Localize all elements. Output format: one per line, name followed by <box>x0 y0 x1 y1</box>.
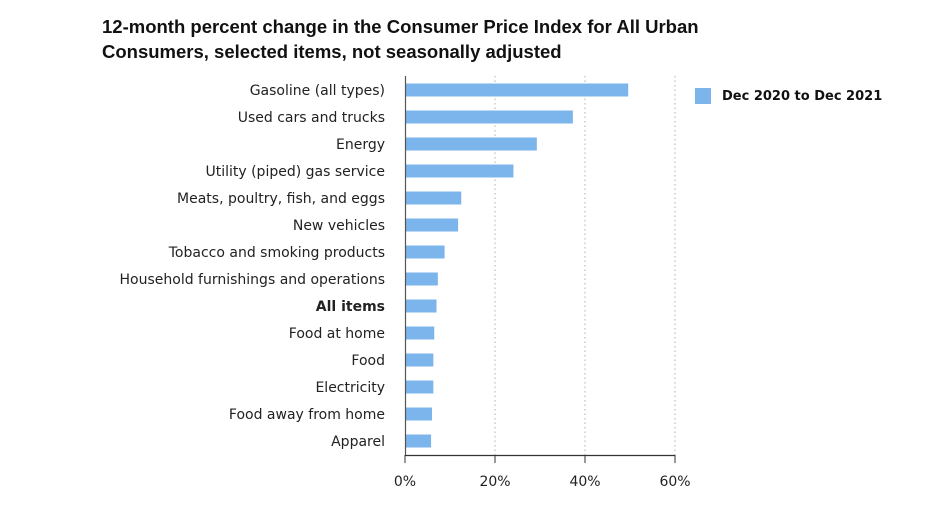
bar <box>406 272 438 286</box>
category-label: Meats, poultry, fish, and eggs <box>177 191 385 207</box>
bar <box>406 218 459 232</box>
category-label: Electricity <box>315 380 385 396</box>
x-tick-label: 60% <box>659 474 690 490</box>
x-tick-label: 40% <box>569 474 600 490</box>
category-label: Food away from home <box>229 407 385 423</box>
chart-title-line-1: 12-month percent change in the Consumer … <box>102 16 699 37</box>
category-label: Apparel <box>331 434 385 450</box>
bar <box>406 83 629 97</box>
category-label: Utility (piped) gas service <box>205 164 385 180</box>
legend-swatch <box>695 88 711 104</box>
bar <box>406 326 435 340</box>
category-label: Household furnishings and operations <box>120 272 385 288</box>
category-label: Gasoline (all types) <box>250 83 385 99</box>
bar <box>406 164 514 178</box>
category-label: Tobacco and smoking products <box>168 245 385 261</box>
category-label: New vehicles <box>293 218 385 234</box>
x-tick-label: 20% <box>479 474 510 490</box>
legend: Dec 2020 to Dec 2021 <box>695 88 882 104</box>
bar <box>406 353 434 367</box>
chart-title-line-2: Consumers, selected items, not seasonall… <box>102 41 562 62</box>
x-tick-label: 0% <box>394 474 416 490</box>
bar <box>406 380 434 394</box>
bar <box>406 245 445 259</box>
category-label: Energy <box>336 137 385 153</box>
bar <box>406 299 437 313</box>
category-label: Food <box>351 353 385 369</box>
category-label: Food at home <box>289 326 385 342</box>
category-label: Used cars and trucks <box>238 110 385 126</box>
bar <box>406 137 537 151</box>
chart-title: 12-month percent change in the Consumer … <box>102 14 822 64</box>
category-label: All items <box>316 299 385 315</box>
legend-label: Dec 2020 to Dec 2021 <box>722 88 883 104</box>
bar <box>406 434 432 448</box>
bar <box>406 191 462 205</box>
bar <box>406 407 432 421</box>
bar <box>406 110 573 124</box>
